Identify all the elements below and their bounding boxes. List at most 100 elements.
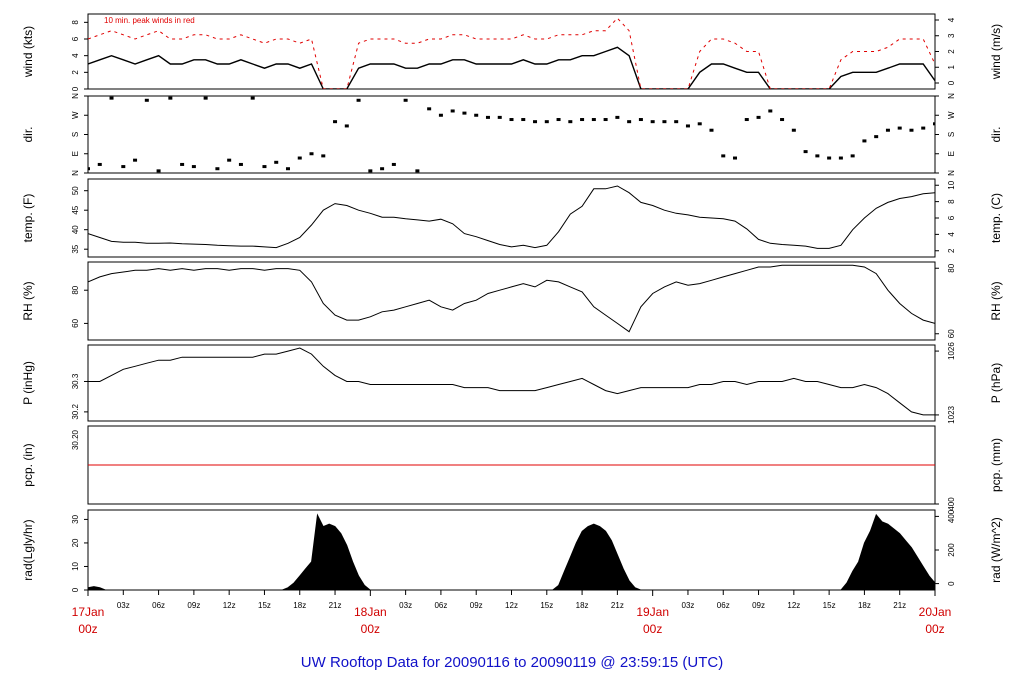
hour-tick-label: 21z	[329, 601, 342, 610]
dir-point	[403, 98, 408, 102]
dir-left-tick-label: N	[71, 170, 80, 176]
temp-panel: temp. (F) temp. (C) 35 40 45 50 2 4 6 8 10	[21, 178, 1003, 258]
dir-point	[450, 109, 455, 113]
dir-point	[709, 128, 714, 132]
pressure-ylabel-right: P (hPa)	[989, 363, 1003, 403]
pressure-data	[88, 347, 935, 416]
dir-point	[285, 167, 290, 171]
temp-ylabel-left: temp. (F)	[21, 194, 35, 243]
rh-frame	[87, 261, 936, 341]
dir-point	[862, 139, 867, 143]
dir-point	[427, 107, 432, 111]
dir-point	[591, 118, 596, 122]
dir-point	[309, 152, 314, 156]
wind-left-tick-label: 6	[71, 36, 80, 41]
dir-point	[791, 128, 796, 132]
hour-tick-label: 12z	[223, 601, 236, 610]
temp-data	[88, 185, 935, 249]
wind-right-tick-label: 1	[947, 64, 956, 69]
dir-left-tick-label: W	[71, 111, 80, 119]
dir-point	[685, 124, 690, 128]
dir-point	[697, 122, 702, 126]
wind-left-tick-label: 4	[71, 53, 80, 58]
dir-left-tick-label: S	[71, 132, 80, 137]
dir-point	[438, 113, 443, 117]
precip-left-tick-label: 30.20	[71, 429, 80, 450]
dir-data	[88, 96, 935, 173]
day-label: 20Jan	[919, 605, 952, 619]
dir-frame	[87, 95, 936, 174]
dir-left-tick-label: E	[71, 151, 80, 156]
precip-panel: pcp. (in) pcp. (mm) 30.20 400	[21, 425, 1003, 511]
radiation-right-tick-label: 0	[947, 581, 956, 586]
dir-point	[803, 150, 808, 154]
hour-tick-label: 15z	[823, 601, 836, 610]
dir-point	[721, 154, 726, 158]
wind-series-mean	[88, 46, 935, 89]
hour-tick-label: 03z	[682, 601, 695, 610]
dir-point	[133, 158, 138, 162]
dir-point	[556, 118, 561, 122]
day-time-label: 00z	[78, 622, 97, 636]
day-label: 17Jan	[72, 605, 105, 619]
radiation-ylabel-right: rad (W/m^2)	[989, 517, 1003, 583]
dir-point	[756, 115, 761, 119]
dir-point	[180, 162, 185, 166]
dir-point	[603, 118, 608, 122]
dir-point	[733, 156, 738, 160]
hour-tick-label: 03z	[117, 601, 130, 610]
wind-left-tick-label: 2	[71, 70, 80, 75]
hour-tick-label: 09z	[187, 601, 200, 610]
temp-right-tick-label: 6	[947, 215, 956, 220]
dir-ylabel-left: dir.	[21, 126, 35, 142]
pressure-left-tick-label: 30.3	[71, 373, 80, 389]
pressure-ylabel-left: P (inHg)	[21, 361, 35, 405]
dir-point	[638, 118, 643, 122]
dir-ylabel-right: dir.	[989, 126, 1003, 142]
dir-point	[321, 154, 326, 158]
dir-panel: dir. dir. N N E E S S W W N N	[21, 93, 1003, 176]
dir-point	[674, 120, 679, 124]
dir-point	[509, 118, 514, 122]
hour-tick-label: 06z	[717, 601, 730, 610]
day-time-label: 00z	[643, 622, 662, 636]
dir-point	[168, 96, 173, 100]
precip-ylabel-right: pcp. (mm)	[989, 438, 1003, 492]
hour-tick-label: 18z	[293, 601, 306, 610]
pressure-series	[88, 347, 935, 416]
dir-point	[650, 120, 655, 124]
wind-ylabel-right: wind (m/s)	[989, 24, 1003, 80]
wind-panel: wind (kts) wind (m/s) 0 2 4 6 8 0 1 2 3 4 10 min. pe…	[21, 13, 1003, 91]
dir-point	[497, 115, 502, 119]
dir-point	[97, 162, 102, 166]
dir-right-tick-label: N	[947, 170, 956, 176]
dir-point	[568, 120, 573, 124]
pressure-right-tick-label: 1026	[947, 342, 956, 360]
dir-point	[933, 122, 935, 126]
dir-point	[838, 156, 843, 160]
dir-point	[474, 113, 479, 117]
dir-point	[921, 126, 926, 130]
dir-point	[615, 115, 620, 119]
dir-point	[333, 120, 338, 124]
hour-tick-label: 21z	[893, 601, 906, 610]
dir-point	[227, 158, 232, 162]
hour-tick-label: 09z	[752, 601, 765, 610]
wind-frame	[87, 13, 936, 90]
dir-point	[850, 154, 855, 158]
dir-point	[780, 118, 785, 122]
dir-left-tick-label: N	[71, 93, 80, 99]
wind-right-tick-label: 2	[947, 49, 956, 54]
dir-point	[144, 98, 149, 102]
wind-left-tick-label: 0	[71, 86, 80, 91]
radiation-left-tick-label: 10	[71, 561, 80, 570]
dir-point	[415, 169, 420, 173]
hour-tick-label: 21z	[611, 601, 624, 610]
dir-point	[344, 124, 349, 128]
hour-tick-label: 06z	[152, 601, 165, 610]
temp-right-tick-label: 2	[947, 248, 956, 253]
radiation-ylabel-left: rad(Lgly/hr)	[21, 519, 35, 580]
pressure-panel: P (inHg) P (hPa) 30.2 30.3 1023 1026	[21, 342, 1003, 424]
dir-point	[380, 167, 385, 171]
hour-tick-label: 15z	[258, 601, 271, 610]
